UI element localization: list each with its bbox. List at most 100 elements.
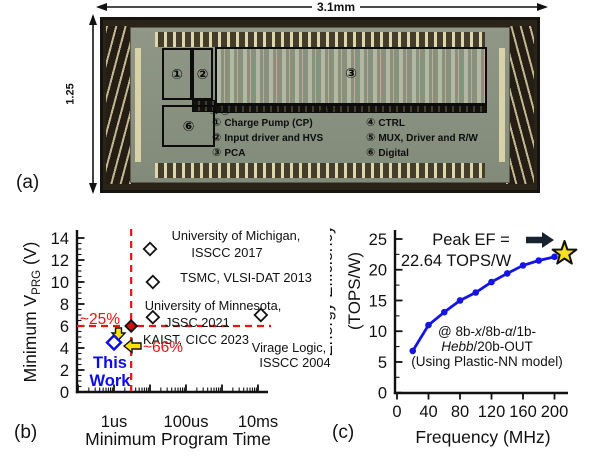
- line-plot: 0 5 10 15 20 25 0 40 80 120 160 200 Frequency (MHz) E…: [330, 225, 578, 447]
- voltage-reduction-arrow-icon: [110, 327, 127, 342]
- data-point: [440, 308, 448, 316]
- x-axis-title: Frequency (MHz): [415, 427, 550, 447]
- this-work-label: Work: [90, 372, 132, 390]
- peak-star-icon: [551, 240, 578, 265]
- peak-label: Peak EF =: [432, 231, 510, 249]
- panel-c-label: (c): [332, 422, 355, 443]
- region-input-driver: [192, 48, 213, 100]
- data-point: [456, 297, 464, 304]
- region-digital: [162, 105, 215, 147]
- legend-num: ③: [212, 147, 222, 159]
- data-point: [535, 257, 543, 264]
- y-tick-label: 10: [369, 323, 387, 341]
- die-height-label: 1.25: [64, 83, 77, 105]
- height-dimension-arrow: [89, 14, 97, 194]
- legend-num: ①: [212, 117, 222, 129]
- data-point: [142, 241, 158, 257]
- y-tick-label: 8: [60, 296, 69, 314]
- panel-a-label: (a): [16, 172, 40, 193]
- point-label: ISSCC 2004: [259, 355, 330, 370]
- peak-arrow-icon: [526, 232, 554, 248]
- y-axis-title: Minimum VPRG (V): [20, 242, 43, 383]
- data-point: [472, 289, 480, 296]
- power-rail-right: [499, 48, 505, 162]
- region-4-pointer: →④: [208, 105, 230, 118]
- data-point: [519, 262, 527, 269]
- region-5-number: ⑤: [324, 102, 335, 116]
- power-rail-left: [135, 48, 141, 162]
- legend-text: Digital: [378, 148, 409, 159]
- config-note: (Using Plastic-NN model): [411, 354, 563, 369]
- point-label: JSSC 2021: [165, 315, 230, 330]
- pad-row-top: [155, 32, 485, 47]
- region-3-number: ③: [345, 65, 357, 81]
- legend-item: ① Charge Pump (CP): [212, 116, 323, 131]
- legend-text: CTRL: [378, 118, 405, 129]
- y-tick-label: 5: [378, 354, 387, 372]
- y-tick-label: 25: [369, 231, 387, 249]
- legend-num: ⑥: [366, 147, 376, 159]
- y-tick-label: 20: [369, 262, 387, 280]
- legend-text: PCA: [224, 148, 246, 159]
- time-reduction-arrow-icon: [122, 338, 142, 354]
- x-axis-title: Minimum Program Time: [85, 429, 271, 449]
- data-point: [503, 270, 511, 277]
- data-point: [488, 278, 495, 286]
- voltage-reduction-label: ~25%: [80, 311, 120, 328]
- x-tick-label: 40: [419, 403, 437, 421]
- time-reduction-label: ~66%: [143, 339, 183, 356]
- legend-item: ④ CTRL: [366, 116, 478, 131]
- x-tick-label: 1us: [101, 413, 128, 431]
- panel-b-label: (b): [14, 422, 38, 443]
- this-work-label: This: [93, 354, 127, 372]
- point-label: Virage Logic,: [252, 340, 326, 355]
- region-charge-pump: [162, 48, 192, 100]
- y-tick-label: 2: [60, 362, 69, 380]
- legend-text: Charge Pump (CP): [224, 118, 313, 129]
- data-point: [124, 318, 139, 334]
- peak-label: 22.64 TOPS/W: [401, 252, 512, 270]
- y-axis-title-units: (TOPS/W): [345, 252, 364, 330]
- legend-text: MUX, Driver and R/W: [378, 133, 478, 144]
- y-tick-label: 0: [60, 384, 69, 402]
- data-point: [145, 274, 161, 290]
- arrow-right-icon: →: [208, 104, 220, 118]
- x-tick-label: 120: [478, 403, 506, 421]
- arrow-right-icon: →: [312, 102, 324, 116]
- point-label: TSMC, VLSI-DAT 2013: [180, 270, 312, 285]
- y-tick-label: 0: [378, 385, 387, 403]
- y-axis-title: Energy Efficiency: [330, 225, 336, 357]
- legend-num: ②: [212, 132, 222, 144]
- legend-item: ⑥ Digital: [366, 146, 478, 161]
- data-point: [551, 253, 558, 261]
- region-1-number: ①: [171, 66, 183, 82]
- x-tick-label: 10ms: [238, 413, 278, 431]
- x-tick-label: 0: [392, 403, 401, 421]
- bond-wires-right: [506, 26, 534, 184]
- efficiency-curve: [411, 255, 555, 352]
- x-tick-label: 200: [541, 403, 569, 421]
- die-legend-col2: ④ CTRL ⑤ MUX, Driver and R/W ⑥ Digital: [366, 116, 478, 161]
- legend-item: ③ PCA: [212, 146, 323, 161]
- region-pca: [215, 47, 487, 105]
- config-note: @ 8b-x/8b-α/1b-: [438, 324, 536, 339]
- x-tick-label: 100us: [164, 413, 209, 431]
- y-tick-label: 12: [51, 252, 69, 270]
- region-6-number: ⑥: [182, 118, 195, 134]
- region-mux-driver-strip: [215, 105, 487, 113]
- legend-item: ② Input driver and HVS: [212, 131, 323, 146]
- axis-ticks: [396, 238, 556, 400]
- legend-text: Input driver and HVS: [224, 133, 324, 144]
- y-tick-label: 10: [51, 274, 69, 292]
- point-label: ISSCC 2017: [191, 245, 262, 260]
- region-2-number: ②: [196, 66, 209, 82]
- die-legend-col1: ① Charge Pump (CP) ② Input driver and HVS …: [212, 116, 323, 161]
- y-tick-label: 4: [60, 340, 69, 358]
- region-5-pointer: →⑤: [312, 103, 334, 116]
- pad-row-bottom: [155, 163, 485, 178]
- data-point: [425, 321, 432, 329]
- die-photo: ① ② ③ ⑥ →④ →⑤ ① Charge Pump (CP) ② Input d…: [100, 17, 540, 193]
- energy-efficiency-chart: 0 5 10 15 20 25 0 40 80 120 160 200 Frequency (MHz) E…: [330, 225, 578, 447]
